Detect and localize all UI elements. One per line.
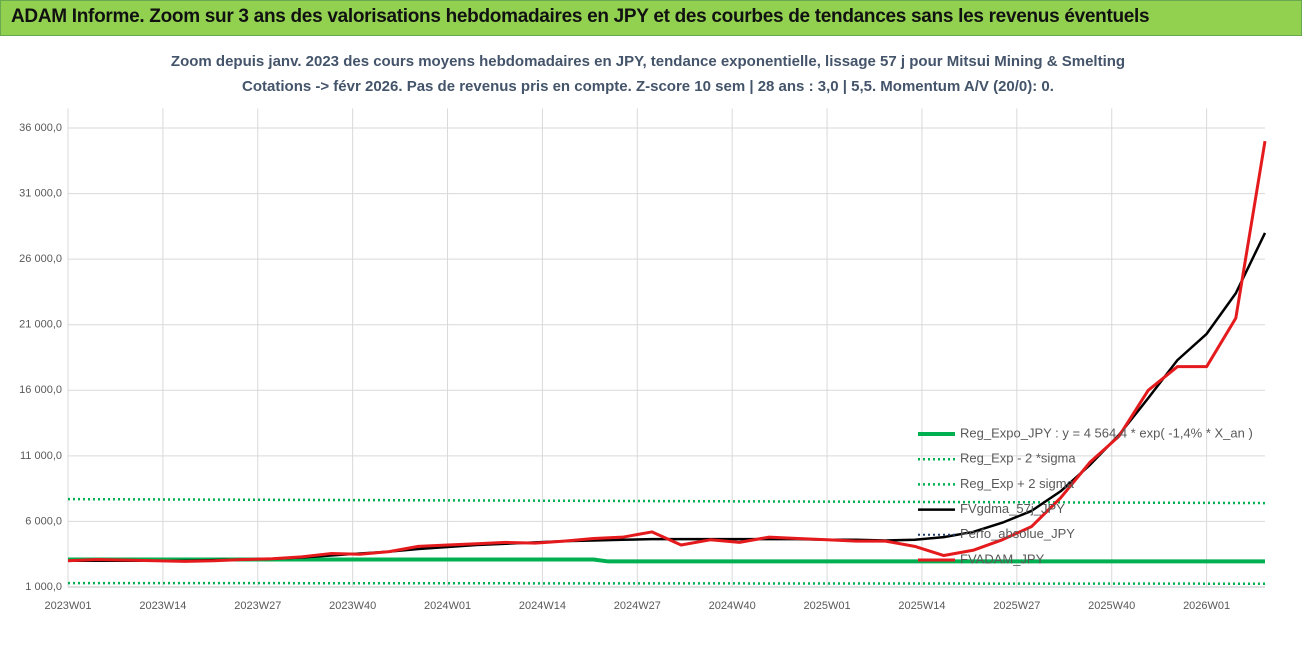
y-tick-label: 21 000,0 [19,319,62,331]
x-tick-label: 2024W01 [424,600,471,612]
x-tick-label: 2024W27 [614,600,661,612]
series-line [67,140,1267,563]
y-tick-label: 16 000,0 [19,384,62,396]
legend-label: Perfo_absolue_JPY [960,526,1075,541]
x-tick-label: 2024W40 [709,600,756,612]
y-tick-label: 36 000,0 [19,122,62,134]
x-tick-label: 2025W14 [898,600,945,612]
y-tick-label: 1 000,0 [25,581,62,593]
y-tick-label: 6 000,0 [25,515,62,527]
legend-label: Reg_Exp + 2 sigma [960,476,1075,491]
series-line [67,497,1266,505]
x-tick-label: 2025W40 [1088,600,1135,612]
x-tick-label: 2025W27 [993,600,1040,612]
x-tick-label: 2023W27 [234,600,281,612]
header-title: ADAM Informe. Zoom sur 3 ans des valoris… [11,6,1150,27]
chart-subtitle: Cotations -> févr 2026. Pas de revenus p… [242,78,1054,95]
x-tick-label: 2026W01 [1183,600,1230,612]
chart-title: Zoom depuis janv. 2023 des cours moyens … [171,53,1125,70]
legend-label: Reg_Expo_JPY : y = 4 564,4 * exp( -1,4% … [960,425,1253,440]
x-tick-label: 2023W01 [44,600,91,612]
x-tick-label: 2024W14 [519,600,566,612]
legend-label: Reg_Exp - 2 *sigma [960,451,1076,466]
y-tick-label: 26 000,0 [19,253,62,265]
x-tick-label: 2025W01 [804,600,851,612]
y-tick-label: 31 000,0 [19,187,62,199]
legend-label: FVADAM_JPY [960,551,1045,566]
legend-label: FVgdma_57j_JPY [960,501,1065,516]
series-line [68,232,1267,563]
x-tick-label: 2023W14 [139,600,186,612]
y-tick-label: 11 000,0 [20,450,62,462]
header: ADAM Informe. Zoom sur 3 ans des valoris… [0,0,1302,36]
x-tick-label: 2023W40 [329,600,376,612]
series-line [67,581,1266,585]
chart: Zoom depuis janv. 2023 des cours moyens … [19,53,1267,612]
